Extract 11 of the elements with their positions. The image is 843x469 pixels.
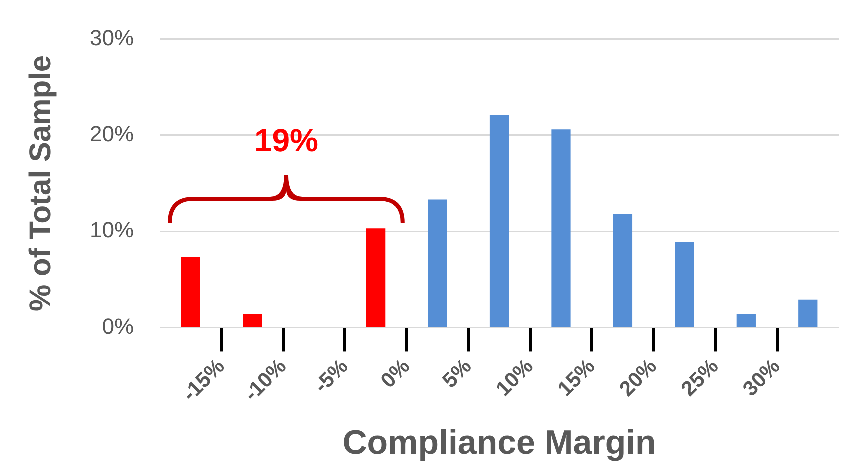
x-tick-label: 0% xyxy=(376,354,415,393)
annotation: 19% xyxy=(254,122,319,158)
y-axis-title: % of Total Sample xyxy=(24,55,58,312)
y-tick-label: 30% xyxy=(90,25,134,50)
x-tick-label: 5% xyxy=(438,354,477,393)
x-tick-label: -5% xyxy=(310,354,354,398)
y-tick-label: 20% xyxy=(90,121,134,146)
y-tick-label: 0% xyxy=(102,314,134,339)
y-tick-label: 10% xyxy=(90,218,134,243)
x-axis-title: Compliance Margin xyxy=(342,424,656,462)
x-tick-label: 30% xyxy=(738,354,786,401)
